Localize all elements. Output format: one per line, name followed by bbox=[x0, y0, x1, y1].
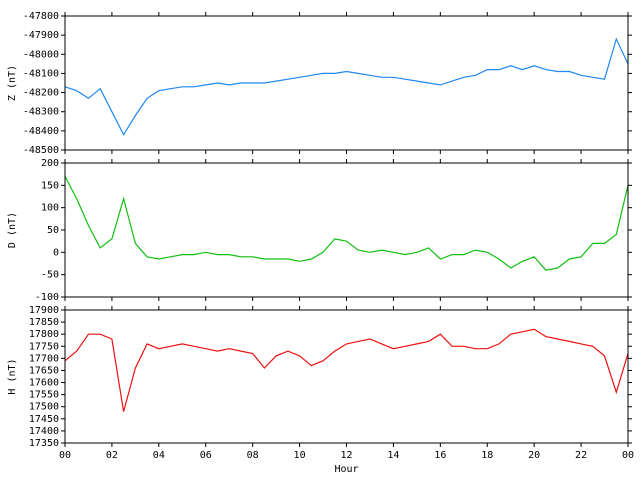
y-tick-label: -48200 bbox=[23, 88, 59, 99]
y-axis-label: H (nT) bbox=[7, 358, 18, 394]
y-tick-label: 0 bbox=[53, 247, 59, 258]
y-tick-label: 17550 bbox=[29, 390, 59, 401]
x-tick-label: 14 bbox=[387, 450, 399, 461]
y-tick-label: 17600 bbox=[29, 378, 59, 389]
plot-frame bbox=[64, 162, 629, 298]
y-tick-label: -48300 bbox=[23, 107, 59, 118]
data-line bbox=[64, 37, 629, 136]
x-tick-label: 20 bbox=[528, 450, 540, 461]
plot-frame bbox=[64, 309, 629, 444]
y-tick-label: 17800 bbox=[29, 329, 59, 340]
x-tick-label: 02 bbox=[106, 450, 118, 461]
x-tick-label: 18 bbox=[481, 450, 493, 461]
x-tick-label: 10 bbox=[294, 450, 306, 461]
y-tick-label: -47900 bbox=[23, 30, 59, 41]
y-tick-label: -100 bbox=[35, 292, 59, 303]
data-line bbox=[64, 176, 629, 271]
y-tick-label: 17700 bbox=[29, 353, 59, 364]
y-axis-label: D (nT) bbox=[7, 212, 18, 248]
y-tick-label: 100 bbox=[41, 203, 59, 214]
x-axis-label: Hour bbox=[334, 464, 358, 475]
x-tick-label: 00 bbox=[622, 450, 634, 461]
y-tick-label: 17650 bbox=[29, 365, 59, 376]
y-tick-label: 200 bbox=[41, 158, 59, 169]
y-tick-label: 17850 bbox=[29, 317, 59, 328]
y-axis-label: Z (nT) bbox=[7, 65, 18, 101]
y-tick-label: 17350 bbox=[29, 438, 59, 449]
plot-frame bbox=[64, 15, 629, 151]
x-tick-label: 22 bbox=[575, 450, 587, 461]
x-tick-label: 08 bbox=[247, 450, 259, 461]
y-tick-label: 17400 bbox=[29, 426, 59, 437]
y-tick-label: -48500 bbox=[23, 145, 59, 156]
y-tick-label: -48000 bbox=[23, 49, 59, 60]
x-tick-label: 12 bbox=[340, 450, 352, 461]
x-tick-label: 00 bbox=[59, 450, 71, 461]
x-tick-label: 06 bbox=[200, 450, 212, 461]
y-tick-label: 17450 bbox=[29, 414, 59, 425]
data-line bbox=[64, 328, 629, 412]
y-tick-label: 17500 bbox=[29, 402, 59, 413]
y-tick-label: 17900 bbox=[29, 305, 59, 316]
y-tick-label: 50 bbox=[47, 225, 59, 236]
y-tick-label: -47800 bbox=[23, 11, 59, 22]
x-tick-label: 16 bbox=[434, 450, 446, 461]
y-tick-label: 17750 bbox=[29, 341, 59, 352]
x-tick-label: 04 bbox=[153, 450, 165, 461]
y-tick-label: -48100 bbox=[23, 68, 59, 79]
y-tick-label: -48400 bbox=[23, 126, 59, 137]
y-tick-label: 150 bbox=[41, 180, 59, 191]
y-tick-label: -50 bbox=[41, 270, 59, 281]
